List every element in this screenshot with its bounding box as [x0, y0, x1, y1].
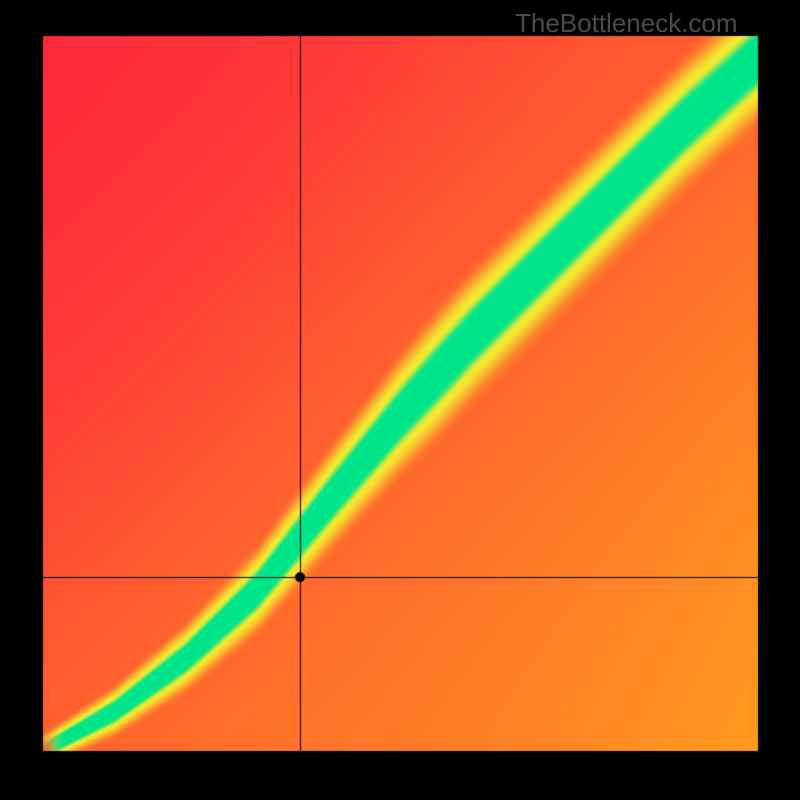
watermark-text: TheBottleneck.com: [515, 8, 738, 39]
chart-stage: TheBottleneck.com: [0, 0, 800, 800]
bottleneck-heatmap: [0, 0, 800, 800]
